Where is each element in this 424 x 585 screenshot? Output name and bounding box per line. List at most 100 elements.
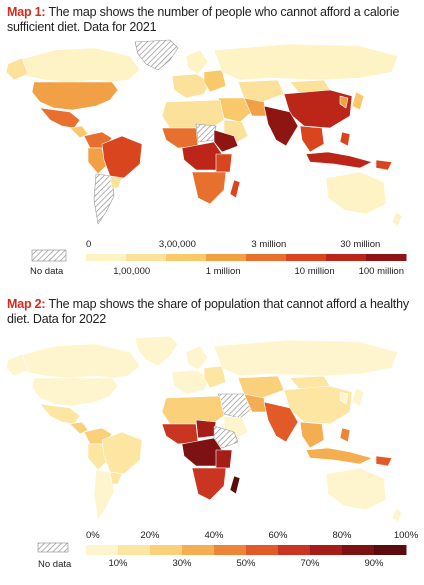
map1-world-map (5, 39, 403, 227)
map1-central-america (69, 125, 89, 139)
map1-legend: No data 0 3,00,000 3 million 30 million 1,0… (30, 239, 407, 277)
map1-madagascar (229, 179, 241, 199)
map1-legend-nodata-swatch (31, 249, 67, 262)
map2-panel: Map 2: The map shows the share of popula… (0, 292, 424, 583)
map1-japan (351, 91, 365, 111)
map1-legend-bottom-tick: 100 million (359, 266, 404, 277)
map2-caption: Map 2: The map shows the share of popula… (7, 297, 417, 327)
map2-korea (339, 391, 349, 405)
map2-japan (351, 387, 365, 407)
map1-canada (17, 47, 141, 83)
map2-north-africa (161, 395, 225, 425)
map2-horn-africa (213, 425, 239, 449)
map2-legend-swatch (342, 545, 375, 555)
map2-east-africa (215, 449, 233, 469)
map1-png (375, 159, 393, 171)
map1-philippines (339, 131, 351, 147)
map2-madagascar (229, 475, 241, 495)
map1-legend-swatch (166, 254, 207, 261)
map2-greenland (134, 335, 179, 367)
map1-mexico (39, 107, 81, 129)
map2-legend-top-ticks: 0% 20% 40% 60% 80% 100% (86, 530, 419, 541)
map1-legend-top-tick: 0 (86, 239, 91, 250)
map2-russia (213, 339, 399, 377)
map1-southern-africa (191, 171, 227, 205)
map1-peru-bolivia (87, 147, 107, 175)
map2-png (375, 455, 393, 467)
map1-legend-swatch (246, 254, 287, 261)
map1-eastern-europe (203, 69, 227, 93)
map2-legend-bottom-tick: 30% (172, 558, 192, 569)
map1-legend-swatch (126, 254, 167, 261)
map2-indonesia (305, 447, 373, 465)
map2-legend-top-tick: 40% (204, 530, 224, 541)
map2-legend-nodata-label: No data (38, 559, 72, 570)
map1-se-asia (299, 125, 325, 153)
map2-legend-bottom-ticks: 10% 30% 50% 70% 90% (108, 558, 384, 569)
map1-legend-top-tick: 3,00,000 (159, 239, 196, 250)
map2-south-asia (263, 401, 299, 443)
map2-usa (31, 377, 119, 407)
map1-legend-bottom-tick: 1,00,000 (113, 266, 150, 277)
map2-western-europe (171, 369, 211, 395)
map1-legend-swatch (326, 254, 367, 261)
map2-west-africa (161, 423, 199, 445)
map2-legend-swatch (278, 545, 311, 555)
map2-world-map (5, 335, 403, 523)
map2-legend-top-tick: 0% (86, 530, 100, 541)
map1-south-asia (263, 105, 299, 147)
map2-peru-bolivia (87, 443, 107, 471)
map2-legend-top-tick: 20% (140, 530, 160, 541)
map2-caption-label: Map 2: (7, 297, 46, 311)
map2-legend-nodata-swatch (37, 542, 69, 553)
map1-paraguay-uruguay (109, 175, 123, 189)
map1-legend-bottom-tick: 10 million (295, 266, 335, 277)
map2-central-asia (237, 375, 285, 399)
map1-sahel (195, 123, 217, 143)
map2-legend-swatch (374, 545, 407, 555)
map2-philippines (339, 427, 351, 443)
map2-legend-top-tick: 60% (268, 530, 288, 541)
map1-scandinavia (185, 49, 209, 75)
map2-scandinavia (185, 345, 209, 371)
map1-alaska (5, 57, 29, 81)
map1-korea (339, 95, 349, 109)
map2-legend-swatch (86, 545, 119, 555)
map1-caption-label: Map 1: (7, 5, 46, 19)
map2-caption-text: The map shows the share of population th… (7, 297, 409, 326)
map2-legend-swatch (182, 545, 215, 555)
map1-russia (213, 43, 399, 81)
map1-brazil (101, 135, 143, 179)
map1-legend-top-tick: 3 million (251, 239, 286, 250)
map2-australia (325, 467, 387, 511)
map2-legend-swatch (150, 545, 183, 555)
map2-legend-swatch (310, 545, 343, 555)
map1-australia (325, 171, 387, 215)
map1-argentina (93, 173, 115, 225)
map2-eastern-europe (203, 365, 227, 389)
map1-legend-swatch (206, 254, 247, 261)
map2-legend-top-tick: 100% (394, 530, 419, 541)
map1-legend-bottom-tick: 1 million (206, 266, 241, 277)
map2-legend-bottom-tick: 90% (364, 558, 384, 569)
map2-brazil (101, 431, 143, 475)
map2-southern-africa (191, 467, 227, 501)
map2-alaska (5, 353, 29, 377)
map1-legend-swatch (366, 254, 407, 261)
map1-caption-text: The map shows the number of people who c… (7, 5, 400, 34)
map2-legend-colorbar (86, 545, 407, 555)
map1-legend-swatch (86, 254, 127, 261)
map1-horn-africa (213, 129, 239, 153)
map1-north-africa (161, 99, 225, 129)
map1-usa (31, 81, 119, 111)
map2-legend-top-tick: 80% (332, 530, 352, 541)
map1-greenland (134, 39, 179, 71)
map1-west-africa (161, 127, 199, 149)
map2-canada (17, 343, 141, 379)
map2-central-america (69, 421, 89, 435)
map2-legend-bottom-tick: 10% (108, 558, 128, 569)
map1-legend-nodata-label: No data (30, 266, 64, 277)
map2-legend-swatch (118, 545, 151, 555)
map2-new-zealand (391, 507, 403, 523)
map1-indonesia (305, 151, 373, 169)
